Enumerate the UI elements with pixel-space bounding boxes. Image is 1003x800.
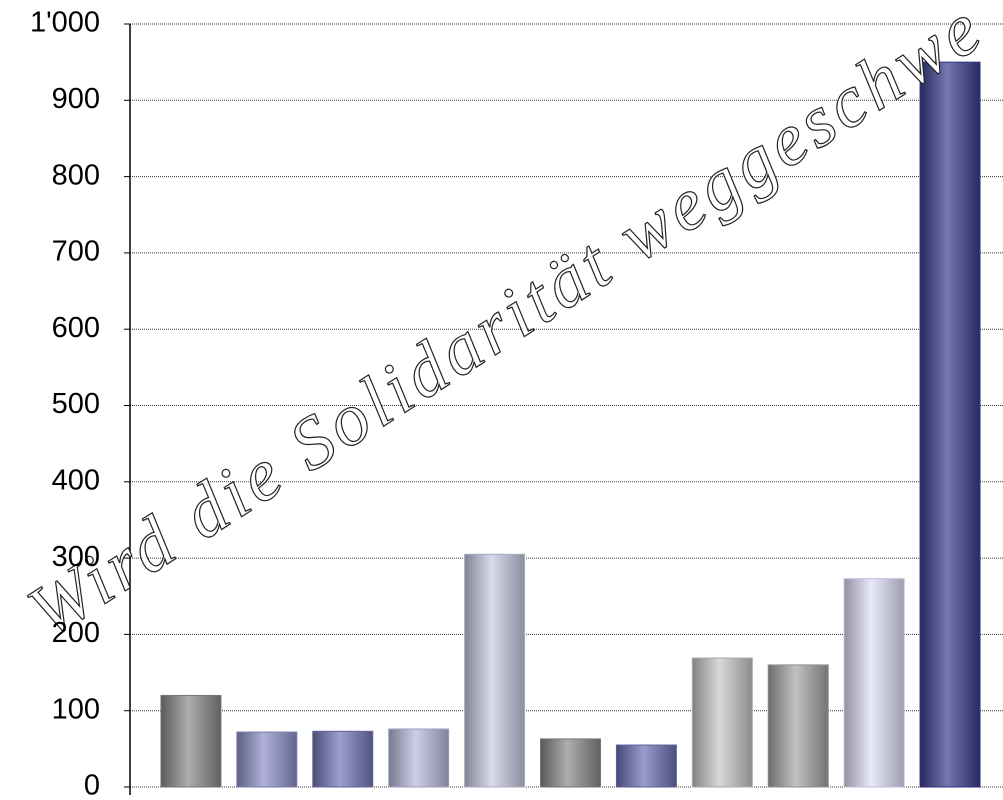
bar bbox=[767, 664, 829, 788]
y-tick-label: 500 bbox=[52, 388, 100, 420]
y-tick-label: 400 bbox=[52, 464, 100, 496]
y-tick-label: 800 bbox=[52, 159, 100, 191]
bar bbox=[615, 744, 677, 788]
bar bbox=[464, 553, 526, 788]
bar bbox=[388, 728, 450, 788]
bar bbox=[540, 738, 601, 788]
bar bbox=[236, 731, 298, 788]
bar bbox=[160, 694, 222, 788]
y-tick-label: 200 bbox=[52, 617, 100, 649]
y-tick-label: 900 bbox=[52, 83, 100, 115]
y-tick-label: 600 bbox=[52, 312, 100, 344]
y-tick-label: 700 bbox=[52, 236, 100, 268]
y-tick-label: 0 bbox=[84, 770, 100, 800]
bar bbox=[691, 657, 753, 788]
y-tick-label: 100 bbox=[52, 693, 100, 725]
y-tick-label: 300 bbox=[52, 541, 100, 573]
bar bbox=[919, 61, 981, 788]
y-tick-label: 1'000 bbox=[30, 7, 100, 39]
bar bbox=[843, 578, 905, 788]
bar bbox=[312, 730, 374, 788]
